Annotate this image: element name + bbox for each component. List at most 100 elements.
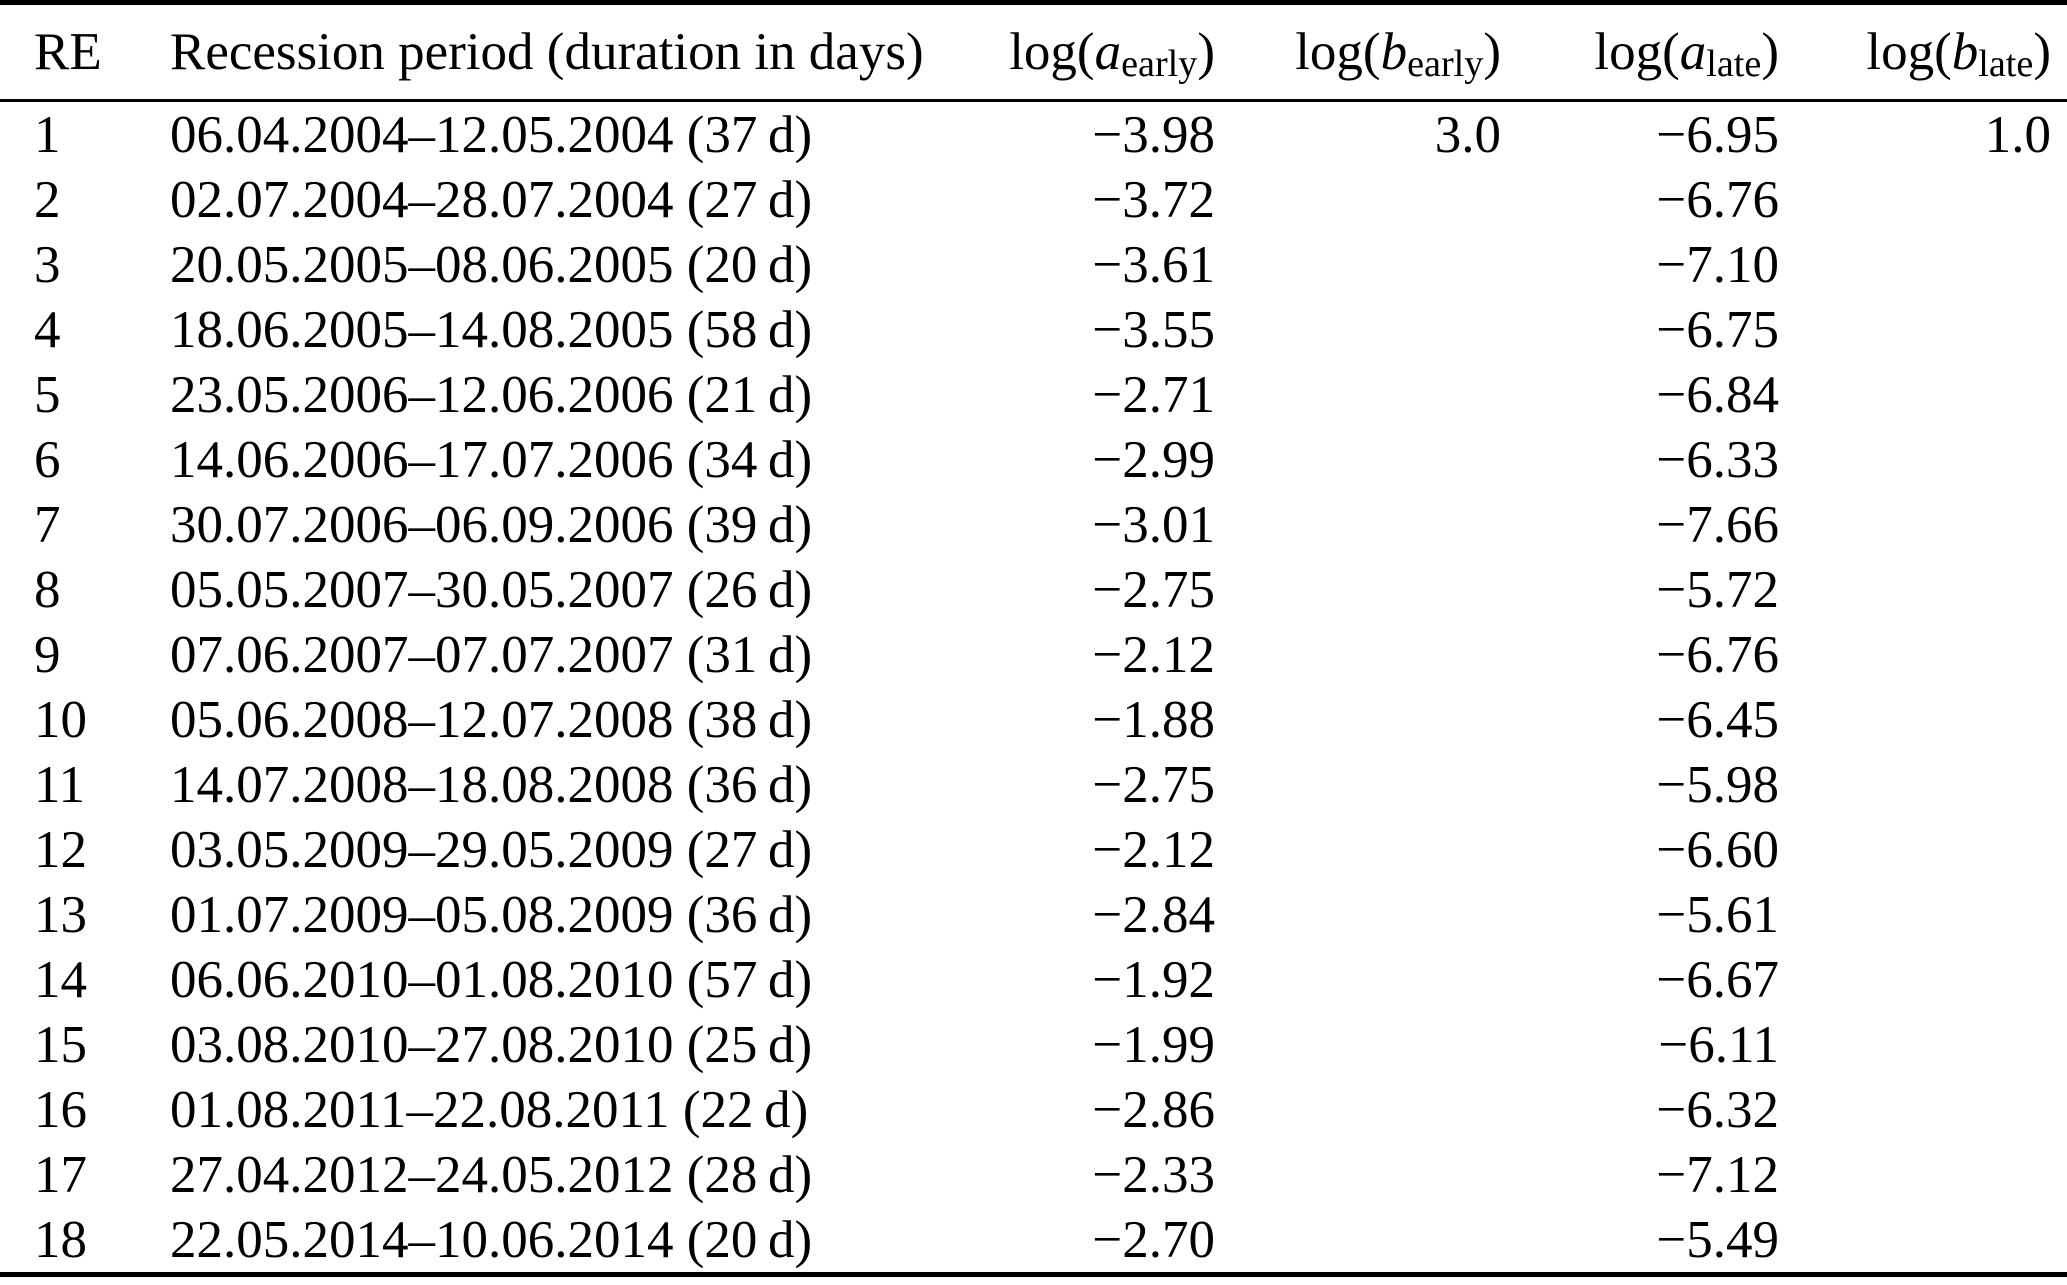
log-a-late-cell: −7.12 xyxy=(1656,1145,1779,1204)
period-cell: 06.04.2004–12.05.2004 (37 d) xyxy=(170,105,813,164)
table-row: 8 05.05.2007–30.05.2007 (26 d) −2.75 −5.… xyxy=(0,557,2067,622)
log-b-late-cell xyxy=(1779,687,2067,752)
log-b-late-cell xyxy=(1779,882,2067,947)
col-header-log-a-early: log(aearly) xyxy=(960,2,1215,102)
log-b-late-cell xyxy=(1779,1207,2067,1275)
col-header-log-a-late: log(alate) xyxy=(1501,2,1779,102)
log-a-early-cell: −1.92 xyxy=(1092,950,1215,1009)
log-a-late-cell: −6.76 xyxy=(1656,170,1779,229)
log-a-late-cell: −5.49 xyxy=(1656,1210,1779,1269)
table-row: 3 20.05.2005–08.06.2005 (20 d) −3.61 −7.… xyxy=(0,232,2067,297)
re-cell: 2 xyxy=(34,170,61,229)
log-a-early-cell: −2.70 xyxy=(1092,1210,1215,1269)
col-header-log-b-late: log(blate) xyxy=(1779,2,2067,102)
log-b-early-cell xyxy=(1215,622,1501,687)
table-row: 5 23.05.2006–12.06.2006 (21 d) −2.71 −6.… xyxy=(0,362,2067,427)
re-cell: 3 xyxy=(34,235,61,294)
table-row: 4 18.06.2005–14.08.2005 (58 d) −3.55 −6.… xyxy=(0,297,2067,362)
re-cell: 10 xyxy=(34,690,87,749)
re-cell: 4 xyxy=(34,300,61,359)
period-cell: 20.05.2005–08.06.2005 (20 d) xyxy=(170,235,813,294)
table-row: 16 01.08.2011–22.08.2011 (22 d) −2.86 −6… xyxy=(0,1077,2067,1142)
re-cell: 11 xyxy=(34,755,86,814)
period-cell: 03.08.2010–27.08.2010 (25 d) xyxy=(170,1015,813,1074)
log-a-late-cell: −6.33 xyxy=(1656,430,1779,489)
re-cell: 16 xyxy=(34,1080,87,1139)
log-b-late-cell xyxy=(1779,1012,2067,1077)
log-b-late-cell xyxy=(1779,817,2067,882)
period-cell: 14.07.2008–18.08.2008 (36 d) xyxy=(170,755,813,814)
table-row: 18 22.05.2014–10.06.2014 (20 d) −2.70 −5… xyxy=(0,1207,2067,1275)
period-cell: 27.04.2012–24.05.2012 (28 d) xyxy=(170,1145,813,1204)
period-cell: 18.06.2005–14.08.2005 (58 d) xyxy=(170,300,813,359)
period-cell: 30.07.2006–06.09.2006 (39 d) xyxy=(170,495,813,554)
log-b-early-cell xyxy=(1215,1207,1501,1275)
period-cell: 01.07.2009–05.08.2009 (36 d) xyxy=(170,885,813,944)
log-b-late-cell xyxy=(1779,1077,2067,1142)
re-cell: 5 xyxy=(34,365,61,424)
log-a-early-cell: −3.61 xyxy=(1092,235,1215,294)
log-a-early-cell: −2.33 xyxy=(1092,1145,1215,1204)
log-a-late-cell: −6.11 xyxy=(1658,1015,1779,1074)
table-row: 14 06.06.2010–01.08.2010 (57 d) −1.92 −6… xyxy=(0,947,2067,1012)
log-a-late-cell: −5.98 xyxy=(1656,755,1779,814)
col-header-period: Recession period (duration in days) xyxy=(170,2,960,102)
re-cell: 9 xyxy=(34,625,61,684)
table-row: 10 05.06.2008–12.07.2008 (38 d) −1.88 −6… xyxy=(0,687,2067,752)
log-a-late-cell: −6.67 xyxy=(1656,950,1779,1009)
log-a-late-cell: −6.84 xyxy=(1656,365,1779,424)
log-a-late-cell: −6.76 xyxy=(1656,625,1779,684)
period-cell: 14.06.2006–17.07.2006 (34 d) xyxy=(170,430,813,489)
log-b-early-cell xyxy=(1215,687,1501,752)
log-a-early-cell: −3.98 xyxy=(1092,105,1215,164)
log-b-early-cell: 3.0 xyxy=(1434,105,1501,164)
log-a-late-cell: −5.61 xyxy=(1656,885,1779,944)
log-b-late-cell: 1.0 xyxy=(1984,105,2051,164)
table-row: 6 14.06.2006–17.07.2006 (34 d) −2.99 −6.… xyxy=(0,427,2067,492)
log-b-late-cell xyxy=(1779,492,2067,557)
log-b-early-cell xyxy=(1215,1012,1501,1077)
re-cell: 14 xyxy=(34,950,87,1009)
log-b-late-cell xyxy=(1779,1142,2067,1207)
log-b-early-cell xyxy=(1215,1142,1501,1207)
log-a-late-cell: −6.32 xyxy=(1656,1080,1779,1139)
table-row: 1 06.04.2004–12.05.2004 (37 d) −3.98 3.0… xyxy=(0,101,2067,168)
log-a-early-cell: −1.88 xyxy=(1092,690,1215,749)
log-a-early-cell: −2.86 xyxy=(1092,1080,1215,1139)
log-a-early-cell: −2.75 xyxy=(1092,560,1215,619)
log-b-early-cell xyxy=(1215,882,1501,947)
period-cell: 06.06.2010–01.08.2010 (57 d) xyxy=(170,950,813,1009)
re-cell: 7 xyxy=(34,495,61,554)
log-a-early-cell: −2.99 xyxy=(1092,430,1215,489)
log-b-early-cell xyxy=(1215,1077,1501,1142)
log-a-early-cell: −1.99 xyxy=(1092,1015,1215,1074)
re-cell: 1 xyxy=(34,105,61,164)
log-a-late-cell: −6.75 xyxy=(1656,300,1779,359)
period-cell: 02.07.2004–28.07.2004 (27 d) xyxy=(170,170,813,229)
re-cell: 13 xyxy=(34,885,87,944)
log-b-early-cell xyxy=(1215,167,1501,232)
table-row: 15 03.08.2010–27.08.2010 (25 d) −1.99 −6… xyxy=(0,1012,2067,1077)
period-cell: 05.06.2008–12.07.2008 (38 d) xyxy=(170,690,813,749)
log-a-late-cell: −6.95 xyxy=(1656,105,1779,164)
log-a-early-cell: −2.84 xyxy=(1092,885,1215,944)
col-header-re: RE xyxy=(0,2,170,102)
log-b-early-cell xyxy=(1215,427,1501,492)
table-header: RE Recession period (duration in days) l… xyxy=(0,2,2067,102)
table-row: 2 02.07.2004–28.07.2004 (27 d) −3.72 −6.… xyxy=(0,167,2067,232)
period-cell: 23.05.2006–12.06.2006 (21 d) xyxy=(170,365,813,424)
log-b-late-cell xyxy=(1779,297,2067,362)
log-b-late-cell xyxy=(1779,947,2067,1012)
re-cell: 12 xyxy=(34,820,87,879)
log-a-early-cell: −3.01 xyxy=(1092,495,1215,554)
re-cell: 15 xyxy=(34,1015,87,1074)
table-row: 17 27.04.2012–24.05.2012 (28 d) −2.33 −7… xyxy=(0,1142,2067,1207)
re-cell: 17 xyxy=(34,1145,87,1204)
re-cell: 18 xyxy=(34,1210,87,1269)
log-a-early-cell: −2.71 xyxy=(1092,365,1215,424)
log-b-early-cell xyxy=(1215,947,1501,1012)
log-a-early-cell: −2.75 xyxy=(1092,755,1215,814)
log-b-late-cell xyxy=(1779,622,2067,687)
